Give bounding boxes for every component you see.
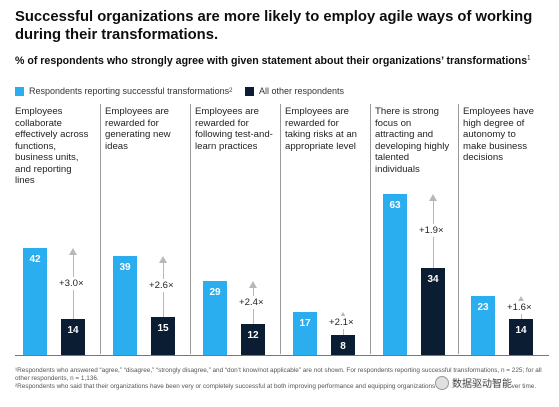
gap-multiplier: +2.4× [239,295,264,309]
legend-item-successful: Respondents reporting successful transfo… [15,86,232,96]
group-label-5: There is strong focus on attracting and … [375,106,450,175]
gap-arrow [69,247,77,255]
legend-swatch-other [244,86,254,96]
chart-subtitle: % of respondents who strongly agree with… [15,55,531,67]
legend-swatch-successful [15,86,24,96]
gap-arrow [339,311,347,319]
bar-label-other: 12 [247,330,259,342]
bar-other [331,334,355,355]
watermark-text: 数据驱动智能 [452,379,512,390]
watermark-logo-icon [435,375,449,390]
bar-label-successful: 23 [477,302,489,314]
footnote-1: ¹Respondents who answered “agree,” “disa… [15,367,542,383]
bar-label-successful: 63 [389,200,401,212]
watermark: 数据驱动智能 [435,375,512,390]
bar-successful [293,311,317,355]
group-label-2: Employees are rewarded for generating ne… [105,106,171,152]
bar-label-successful: 39 [119,261,131,273]
gap-arrow [517,296,525,304]
bar-label-successful: 17 [299,317,311,329]
gap-arrow [249,281,257,289]
bar-label-other: 8 [340,340,346,352]
gap-multiplier: +2.1× [329,316,354,330]
bar-label-successful: 42 [29,253,41,265]
group-divider [280,104,281,354]
bar-other [421,268,445,355]
bar-other [241,324,265,355]
bar-label-other: 34 [427,274,439,286]
legend: Respondents reporting successful transfo… [15,86,354,98]
bar-successful [113,255,137,355]
gap-multiplier: +1.9× [419,224,444,238]
bar-other [509,319,533,355]
group-divider [190,104,191,354]
gap-multiplier: +3.0× [59,276,84,290]
footnote-2: ²Respondents who said that their organiz… [15,383,537,391]
group-label-4: Employees are rewarded for taking risks … [285,106,357,152]
bar-successful [23,247,47,355]
bar-successful [203,281,227,355]
bar-successful [471,296,495,355]
group-divider [458,104,459,354]
footnotes: ¹Respondents who answered “agree,” “disa… [15,367,551,392]
group-divider [370,104,371,354]
bar-label-successful: 29 [209,287,221,299]
group-label-1: Employees collaborate effectively across… [15,106,89,186]
group-label-3: Employees are rewarded for following tes… [195,106,273,152]
bar-label-other: 14 [67,325,79,337]
gap-arrow [429,194,437,202]
group-label-6: Employees have high degree of autonomy t… [463,106,534,163]
chart-baseline [15,355,549,356]
bar-label-other: 14 [515,325,527,337]
gap-multiplier: +1.6× [507,300,532,314]
chart-title: Successful organizations are more likely… [15,9,533,43]
bar-other [61,319,85,355]
gap-arrow [159,255,167,263]
bar-other [151,316,175,355]
legend-label-successful: Respondents reporting successful transfo… [29,86,230,96]
group-divider [100,104,101,354]
gap-multiplier: +2.6× [149,279,174,293]
legend-label-other: All other respondents [258,86,345,96]
bar-label-other: 15 [157,322,169,334]
legend-item-other: All other respondents [244,86,345,96]
bar-successful [383,194,407,355]
